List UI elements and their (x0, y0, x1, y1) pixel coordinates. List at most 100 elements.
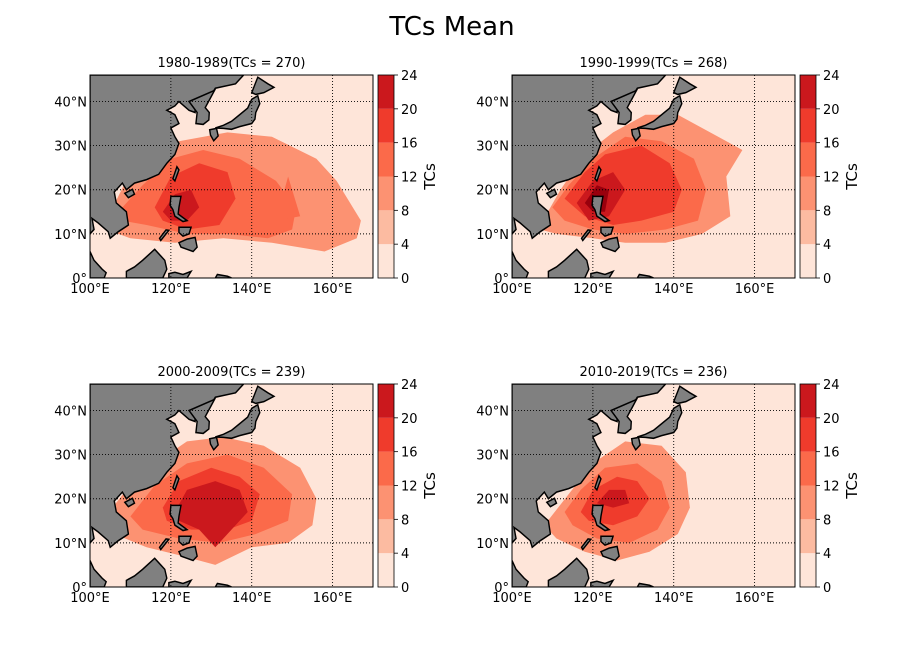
contour-level-8 (276, 176, 301, 221)
colorbar-tick-label: 24 (401, 378, 418, 393)
colorbar-segment (800, 244, 816, 278)
colorbar-tick-label: 0 (823, 581, 831, 596)
lat-tick-label: 40°N (54, 404, 87, 419)
lat-tick-label: 30°N (476, 449, 509, 464)
lon-tick-label: 120°E (151, 282, 191, 297)
map-body (90, 384, 373, 587)
colorbar-segment (378, 210, 394, 245)
colorbar-tick-label: 20 (401, 103, 418, 118)
colorbar-tick-label: 12 (401, 171, 418, 186)
colorbar-segment (800, 451, 816, 486)
lon-tick-label: 120°E (573, 591, 613, 606)
colorbar-segment (378, 417, 394, 452)
colorbar-tick-label: 8 (823, 513, 831, 528)
colorbar-label: TCs (843, 163, 861, 191)
colorbar-label: TCs (421, 472, 439, 500)
lon-tick-label: 160°E (313, 282, 353, 297)
colorbar-segment (378, 142, 394, 177)
colorbar-tick-label: 8 (401, 513, 409, 528)
lon-tick-label: 100°E (70, 282, 110, 297)
colorbar-tick-label: 16 (401, 446, 418, 461)
colorbar-tick-label: 4 (401, 238, 409, 253)
lat-tick-label: 40°N (476, 404, 509, 419)
map-body (90, 75, 373, 278)
lon-tick-label: 160°E (735, 591, 775, 606)
lon-tick-label: 100°E (492, 591, 532, 606)
colorbar-tick-label: 4 (823, 238, 831, 253)
colorbar-tick-label: 16 (823, 446, 840, 461)
colorbar-label: TCs (421, 163, 439, 191)
lat-tick-label: 30°N (54, 449, 87, 464)
lat-tick-label: 30°N (476, 140, 509, 155)
lat-tick-label: 10°N (476, 228, 509, 243)
lat-tick-label: 20°N (476, 493, 509, 508)
lat-tick-label: 20°N (476, 184, 509, 199)
contour-level-16 (162, 189, 200, 221)
figure-title: TCs Mean (388, 12, 514, 42)
map-frame (511, 383, 796, 588)
lat-tick-label: 0° (72, 581, 87, 596)
lon-tick-label: 160°E (313, 591, 353, 606)
lon-tick-label: 140°E (654, 591, 694, 606)
colorbar-tick-label: 0 (401, 272, 409, 287)
lon-tick-label: 160°E (735, 282, 775, 297)
colorbar-segment (378, 108, 394, 143)
colorbar-tick-label: 16 (401, 137, 418, 152)
lon-tick-label: 140°E (232, 282, 272, 297)
lat-tick-label: 20°N (54, 184, 87, 199)
lat-tick-label: 10°N (54, 228, 87, 243)
panel-title: 1980-1989(TCs = 270) (157, 56, 305, 71)
colorbar-tick-label: 20 (823, 103, 840, 118)
contour-level-16 (596, 489, 630, 508)
colorbar-segment (378, 176, 394, 211)
colorbar-tick-label: 4 (823, 547, 831, 562)
colorbar-tick-label: 20 (401, 412, 418, 427)
lat-tick-label: 10°N (54, 537, 87, 552)
colorbar-segment (378, 519, 394, 554)
colorbar-tick-label: 24 (823, 69, 840, 84)
colorbar-tick-label: 8 (823, 204, 831, 219)
colorbar-segment (800, 176, 816, 211)
panel-title: 2000-2009(TCs = 239) (157, 365, 305, 380)
colorbar-segment (800, 553, 816, 587)
lat-tick-label: 40°N (54, 95, 87, 110)
colorbar-segment (378, 244, 394, 278)
colorbar-tick-label: 24 (401, 69, 418, 84)
colorbar-segment (800, 417, 816, 452)
colorbar-segment (378, 384, 394, 418)
map-frame (89, 383, 374, 588)
lon-tick-label: 140°E (232, 591, 272, 606)
colorbar-segment (378, 75, 394, 109)
lat-tick-label: 20°N (54, 493, 87, 508)
lat-tick-label: 0° (494, 272, 509, 287)
colorbar-tick-label: 20 (823, 412, 840, 427)
colorbar-segment (378, 451, 394, 486)
map-panel-2: 1990-1999(TCs = 268) 100°E 120°E 140°E 160°E… (476, 56, 861, 297)
lat-tick-label: 40°N (476, 95, 509, 110)
lon-tick-label: 120°E (151, 591, 191, 606)
colorbar-tick-label: 12 (823, 171, 840, 186)
colorbar-label: TCs (843, 472, 861, 500)
colorbar-tick-label: 16 (823, 137, 840, 152)
colorbar-tick-label: 0 (823, 272, 831, 287)
contour-level-16 (174, 481, 248, 548)
map-body (512, 75, 795, 278)
panel-title: 2010-2019(TCs = 236) (579, 365, 727, 380)
map-frame (89, 74, 374, 279)
lat-tick-label: 0° (72, 272, 87, 287)
lon-tick-label: 140°E (654, 282, 694, 297)
map-panel-1: 1980-1989(TCs = 270) 100°E 120°E 140°E 160°E… (54, 56, 439, 297)
lat-tick-label: 0° (494, 581, 509, 596)
colorbar-tick-label: 12 (823, 480, 840, 495)
colorbar-segment (800, 108, 816, 143)
panel-title: 1990-1999(TCs = 268) (579, 56, 727, 71)
colorbar-segment (800, 384, 816, 418)
colorbar-segment (800, 142, 816, 177)
map-panel-4: 2010-2019(TCs = 236) 100°E 120°E 140°E 160°E… (476, 365, 861, 606)
colorbar-segment (378, 553, 394, 587)
colorbar-segment (800, 519, 816, 554)
colorbar-segment (800, 210, 816, 245)
map-frame (511, 74, 796, 279)
colorbar-tick-label: 24 (823, 378, 840, 393)
